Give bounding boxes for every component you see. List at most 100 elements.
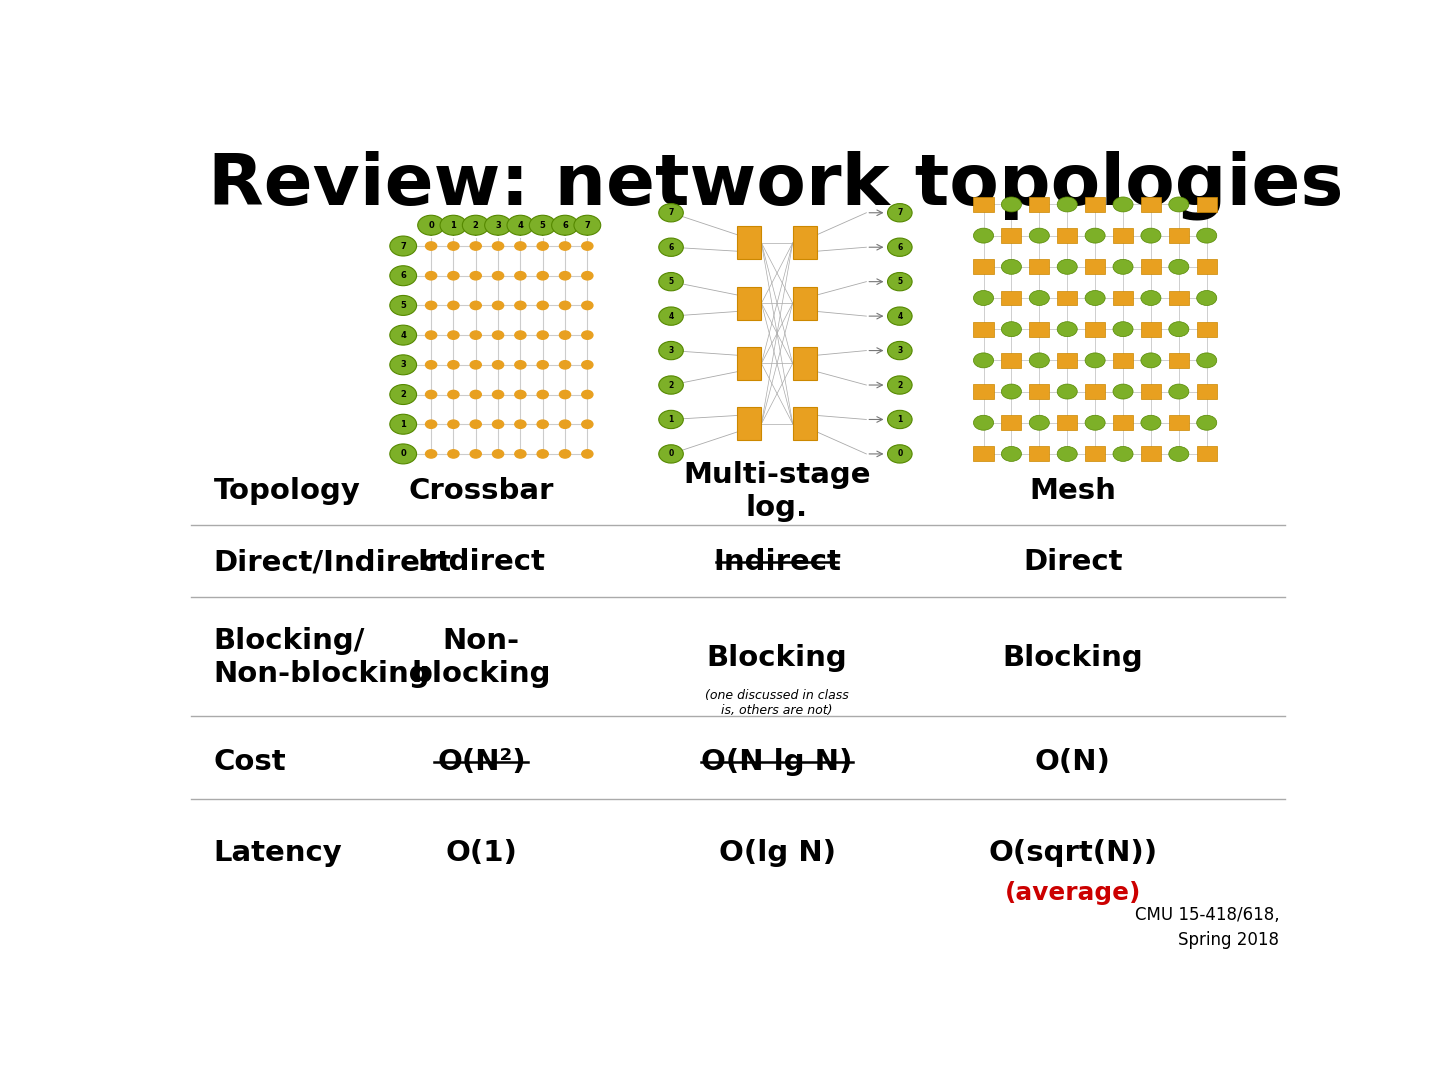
Circle shape xyxy=(1001,322,1021,337)
Circle shape xyxy=(1113,259,1133,274)
Circle shape xyxy=(658,204,684,221)
Circle shape xyxy=(1169,384,1189,399)
Circle shape xyxy=(390,325,416,346)
Circle shape xyxy=(426,301,436,310)
Circle shape xyxy=(658,272,684,291)
Circle shape xyxy=(552,215,579,235)
Text: Cost: Cost xyxy=(213,747,287,775)
Bar xyxy=(973,259,994,274)
Circle shape xyxy=(537,361,549,369)
Bar xyxy=(1140,446,1161,461)
Circle shape xyxy=(448,301,459,310)
Circle shape xyxy=(469,330,481,339)
Circle shape xyxy=(1169,446,1189,461)
Text: Topology: Topology xyxy=(213,477,360,505)
Circle shape xyxy=(1001,446,1021,461)
Circle shape xyxy=(492,271,504,280)
Text: Latency: Latency xyxy=(213,839,343,867)
Circle shape xyxy=(448,271,459,280)
Text: 2: 2 xyxy=(668,380,674,390)
Circle shape xyxy=(492,242,504,251)
Bar xyxy=(1113,228,1133,243)
Bar xyxy=(1169,228,1189,243)
Circle shape xyxy=(537,330,549,339)
Text: O(N lg N): O(N lg N) xyxy=(701,747,852,775)
Text: Multi-stage
log.: Multi-stage log. xyxy=(684,461,871,522)
Circle shape xyxy=(658,341,684,360)
Circle shape xyxy=(492,361,504,369)
Circle shape xyxy=(426,449,436,458)
Bar xyxy=(1057,228,1077,243)
Circle shape xyxy=(418,215,445,235)
Circle shape xyxy=(582,449,593,458)
Circle shape xyxy=(887,307,912,325)
Text: 0: 0 xyxy=(668,449,674,458)
Circle shape xyxy=(390,266,416,286)
Circle shape xyxy=(537,301,549,310)
Circle shape xyxy=(516,420,526,429)
Bar xyxy=(1086,197,1104,212)
Text: 5: 5 xyxy=(668,278,674,286)
Text: 3: 3 xyxy=(897,346,903,355)
Circle shape xyxy=(575,215,600,235)
Circle shape xyxy=(1086,291,1104,306)
Circle shape xyxy=(1030,228,1050,243)
Bar xyxy=(1140,322,1161,337)
Circle shape xyxy=(559,420,570,429)
Circle shape xyxy=(537,420,549,429)
Circle shape xyxy=(448,420,459,429)
Bar xyxy=(1197,259,1217,274)
Bar xyxy=(792,227,818,259)
Circle shape xyxy=(516,361,526,369)
Circle shape xyxy=(516,330,526,339)
Text: 7: 7 xyxy=(400,242,406,251)
Bar xyxy=(1001,228,1021,243)
Circle shape xyxy=(390,444,416,464)
Bar xyxy=(737,407,762,441)
Text: Non-
blocking: Non- blocking xyxy=(412,627,552,688)
Text: 7: 7 xyxy=(585,220,590,230)
Text: 6: 6 xyxy=(668,243,674,252)
Text: 4: 4 xyxy=(517,220,523,230)
Text: 7: 7 xyxy=(897,208,903,217)
Bar xyxy=(1113,415,1133,430)
Circle shape xyxy=(658,376,684,394)
Circle shape xyxy=(1197,353,1217,368)
Circle shape xyxy=(559,361,570,369)
Bar xyxy=(792,407,818,441)
Text: O(N²): O(N²) xyxy=(436,747,526,775)
Text: 1: 1 xyxy=(451,220,456,230)
Circle shape xyxy=(426,420,436,429)
Circle shape xyxy=(658,410,684,429)
Circle shape xyxy=(1169,197,1189,212)
Circle shape xyxy=(1057,259,1077,274)
Text: 4: 4 xyxy=(897,312,903,321)
Circle shape xyxy=(582,301,593,310)
Text: 6: 6 xyxy=(897,243,903,252)
Circle shape xyxy=(1169,259,1189,274)
Bar xyxy=(973,322,994,337)
Circle shape xyxy=(582,242,593,251)
Circle shape xyxy=(1140,415,1161,430)
Bar xyxy=(1197,384,1217,399)
Circle shape xyxy=(1057,197,1077,212)
Text: 4: 4 xyxy=(668,312,674,321)
Circle shape xyxy=(390,355,416,375)
Text: O(lg N): O(lg N) xyxy=(719,839,835,867)
Circle shape xyxy=(887,238,912,256)
Circle shape xyxy=(1169,322,1189,337)
Bar xyxy=(1001,415,1021,430)
Circle shape xyxy=(1113,384,1133,399)
Circle shape xyxy=(441,215,467,235)
Bar xyxy=(737,347,762,380)
Circle shape xyxy=(1001,259,1021,274)
Bar xyxy=(1169,353,1189,368)
Text: 3: 3 xyxy=(495,220,501,230)
Circle shape xyxy=(887,341,912,360)
Text: 5: 5 xyxy=(897,278,903,286)
Circle shape xyxy=(559,449,570,458)
Text: Indirect: Indirect xyxy=(713,548,841,576)
Bar xyxy=(1001,353,1021,368)
Circle shape xyxy=(507,215,534,235)
Circle shape xyxy=(1140,353,1161,368)
